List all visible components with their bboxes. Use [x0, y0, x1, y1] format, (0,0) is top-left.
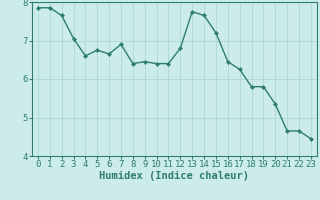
X-axis label: Humidex (Indice chaleur): Humidex (Indice chaleur) — [100, 171, 249, 181]
